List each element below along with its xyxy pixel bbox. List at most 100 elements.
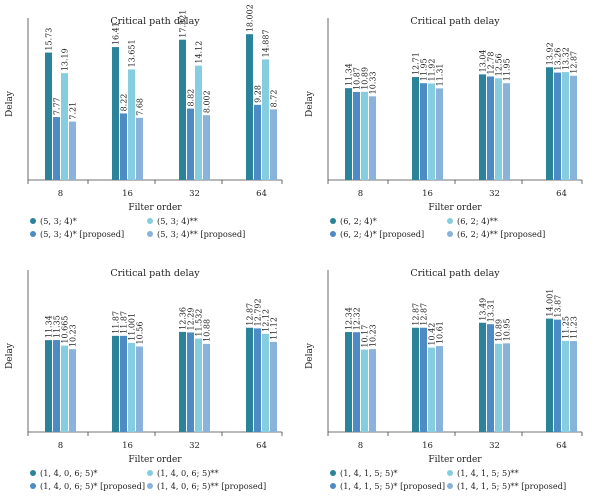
bar bbox=[546, 318, 553, 432]
bar bbox=[246, 327, 253, 432]
bar bbox=[345, 332, 352, 432]
bar bbox=[136, 117, 143, 180]
data-label: 16.41 bbox=[112, 22, 121, 45]
legend-swatch bbox=[330, 483, 336, 489]
legend-item: (1, 4, 1, 5; 5)* bbox=[330, 467, 398, 479]
data-label: 13.19 bbox=[61, 48, 70, 71]
legend-label: (5, 3; 4)** bbox=[157, 216, 198, 226]
x-axis-label: Filter order bbox=[428, 455, 482, 465]
data-label: 8.82 bbox=[187, 89, 196, 107]
bar bbox=[179, 331, 186, 432]
x-axis-label: Filter order bbox=[128, 455, 182, 465]
bar bbox=[554, 72, 561, 180]
chart-panel-4: Critical path delay Delay 12.34 12.87 13.49 1… bbox=[300, 252, 595, 502]
y-axis-label: Delay bbox=[305, 90, 315, 117]
data-label: 8.22 bbox=[120, 94, 129, 112]
bar bbox=[412, 77, 419, 180]
legend-swatch bbox=[447, 483, 453, 489]
bar bbox=[436, 346, 443, 432]
chart-title: Critical path delay bbox=[410, 268, 500, 279]
legend-label: (5, 3; 4)** [proposed] bbox=[157, 229, 246, 239]
data-label: 10.95 bbox=[503, 318, 512, 341]
chart-panel-2: Critical path delay Delay 11.34 12.71 13.04 1… bbox=[300, 0, 595, 250]
data-label: 10.665 bbox=[61, 316, 70, 344]
bar bbox=[195, 65, 202, 180]
data-label: 15.73 bbox=[45, 28, 54, 51]
data-label: 12.29 bbox=[187, 308, 196, 331]
data-label: 10.17 bbox=[361, 325, 370, 348]
data-label: 12.87 bbox=[570, 51, 579, 74]
bar bbox=[487, 76, 494, 180]
data-label: 10.87 bbox=[353, 67, 362, 90]
legend-swatch bbox=[447, 218, 453, 224]
y-axis-label: Delay bbox=[5, 342, 15, 369]
data-label: 14.887 bbox=[262, 29, 271, 57]
data-label: 10.61 bbox=[436, 321, 445, 344]
data-label: 11.35 bbox=[53, 315, 62, 338]
data-label: 11.25 bbox=[562, 316, 571, 339]
data-label: 10.88 bbox=[203, 319, 212, 342]
bar bbox=[479, 74, 486, 180]
legend-swatch bbox=[147, 231, 153, 237]
data-label: 11.23 bbox=[570, 316, 579, 339]
bar bbox=[353, 332, 360, 432]
y-axis-label: Delay bbox=[5, 90, 15, 117]
chart-svg: Critical path delay Delay 15.73 16.41 17.321… bbox=[5, 4, 283, 213]
legend-swatch bbox=[147, 470, 153, 476]
x-axis-label: Filter order bbox=[128, 203, 182, 213]
data-label: 12.71 bbox=[412, 52, 421, 75]
bar bbox=[187, 332, 194, 432]
chart-title: Critical path delay bbox=[410, 16, 500, 27]
data-label: 11.95 bbox=[503, 58, 512, 81]
data-label: 12.56 bbox=[495, 53, 504, 76]
legend-label: (5, 3; 4)* bbox=[40, 216, 77, 226]
data-label: 13.04 bbox=[479, 49, 488, 72]
bar bbox=[254, 328, 261, 432]
data-label: 13.87 bbox=[554, 295, 563, 318]
bar bbox=[254, 104, 261, 180]
x-tick-label: 64 bbox=[556, 189, 567, 199]
chart-title: Critical path delay bbox=[110, 268, 200, 279]
legend-label: (1, 4, 1, 5; 5)** bbox=[457, 468, 519, 478]
bar bbox=[195, 338, 202, 432]
data-label: 7.77 bbox=[53, 97, 62, 115]
bar bbox=[570, 75, 577, 180]
legend-item: (1, 4, 0, 6; 5)* bbox=[30, 467, 98, 479]
legend-swatch bbox=[30, 231, 36, 237]
bar bbox=[262, 333, 269, 432]
data-label: 12.34 bbox=[345, 307, 354, 330]
data-label: 11.87 bbox=[112, 311, 121, 334]
bar bbox=[369, 96, 376, 180]
bar bbox=[179, 39, 186, 180]
x-tick-label: 16 bbox=[122, 189, 133, 199]
legend-swatch bbox=[330, 218, 336, 224]
y-axis-label: Delay bbox=[305, 342, 315, 369]
bar bbox=[187, 108, 194, 180]
legend-swatch bbox=[30, 483, 36, 489]
legend-label: (1, 4, 0, 6; 5)** [proposed] bbox=[157, 481, 267, 491]
x-tick-label: 64 bbox=[256, 441, 267, 451]
data-label: 12.78 bbox=[487, 52, 496, 75]
bar bbox=[503, 343, 510, 432]
legend-swatch bbox=[330, 231, 336, 237]
bar bbox=[420, 83, 427, 180]
chart-panel-3: Critical path delay Delay 11.34 11.87 12.36 1… bbox=[0, 252, 295, 502]
bar bbox=[487, 324, 494, 432]
legend-label: (1, 4, 0, 6; 5)* [proposed] bbox=[40, 481, 146, 491]
bar bbox=[69, 121, 76, 180]
x-tick-label: 32 bbox=[189, 441, 200, 451]
legend-item: (5, 3; 4)** [proposed] bbox=[147, 228, 245, 240]
legend-label: (6, 2; 4)* [proposed] bbox=[340, 229, 425, 239]
legend-item: (1, 4, 1, 5; 5)** [proposed] bbox=[447, 480, 566, 492]
legend-item: (6, 2; 4)** [proposed] bbox=[447, 228, 545, 240]
bar bbox=[246, 34, 253, 180]
x-tick-label: 8 bbox=[358, 189, 363, 199]
legend-swatch bbox=[330, 470, 336, 476]
legend-label: (6, 2; 4)** bbox=[457, 216, 498, 226]
bar bbox=[69, 349, 76, 432]
data-label: 12.12 bbox=[262, 309, 271, 332]
data-label: 10.89 bbox=[495, 319, 504, 342]
